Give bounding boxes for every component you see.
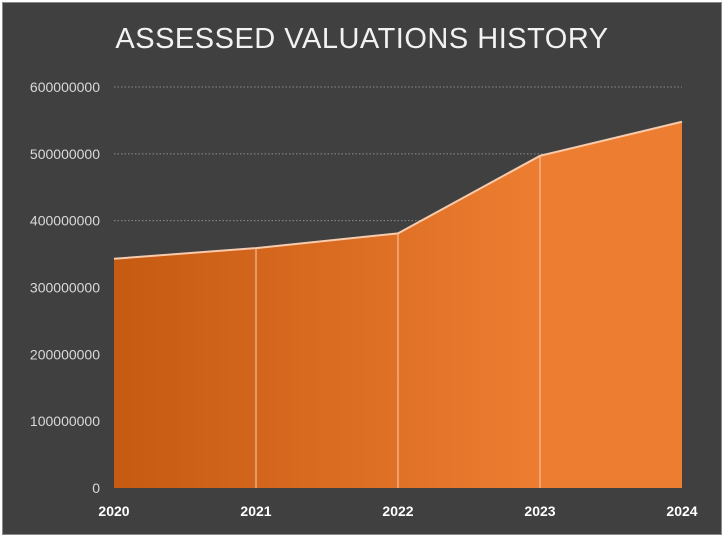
y-axis-ticks: 0 100000000 200000000 300000000 400000000 500… <box>30 79 100 496</box>
x-tick-label: 2021 <box>240 503 271 519</box>
chart-title: ASSESSED VALUATIONS HISTORY <box>115 23 609 55</box>
chart-plot: 0 100000000 200000000 300000000 400000000 500… <box>30 79 698 519</box>
area-series <box>113 120 683 489</box>
y-tick-label: 500000000 <box>30 146 100 162</box>
y-tick-label: 100000000 <box>30 413 100 429</box>
x-axis-ticks: 2020 2021 2022 2023 2024 <box>98 503 697 519</box>
x-tick-label: 2023 <box>524 503 555 519</box>
x-tick-label: 2022 <box>382 503 413 519</box>
y-tick-label: 0 <box>92 480 100 496</box>
y-tick-label: 200000000 <box>30 346 100 362</box>
y-tick-label: 300000000 <box>30 280 100 296</box>
x-tick-label: 2020 <box>98 503 129 519</box>
y-tick-label: 600000000 <box>30 79 100 95</box>
x-tick-label: 2024 <box>666 503 697 519</box>
y-tick-label: 400000000 <box>30 213 100 229</box>
